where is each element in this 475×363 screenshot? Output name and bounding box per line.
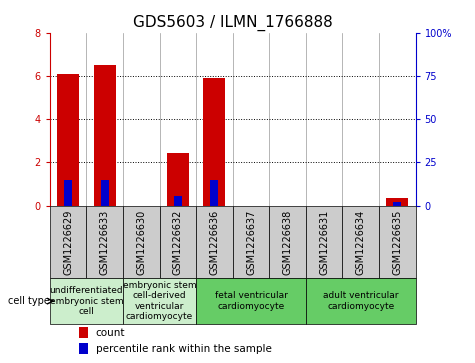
Text: count: count [95, 328, 125, 338]
Bar [101, 180, 109, 205]
Bar [306, 205, 342, 278]
Bar [174, 196, 182, 205]
Bar [50, 278, 123, 324]
Bar [196, 278, 306, 324]
Text: GSM1226634: GSM1226634 [356, 209, 366, 274]
Bar [269, 205, 306, 278]
Bar [167, 152, 189, 205]
Bar [306, 278, 416, 324]
Bar [57, 74, 79, 205]
Bar [233, 205, 269, 278]
Text: cell type: cell type [8, 296, 50, 306]
Bar [79, 327, 88, 338]
Text: adult ventricular
cardiomyocyte: adult ventricular cardiomyocyte [323, 291, 399, 311]
Text: GSM1226638: GSM1226638 [283, 209, 293, 274]
Bar [386, 198, 408, 205]
Bar [196, 205, 233, 278]
Text: GSM1226633: GSM1226633 [100, 209, 110, 274]
Bar [64, 180, 72, 205]
Bar [79, 343, 88, 354]
Title: GDS5603 / ILMN_1766888: GDS5603 / ILMN_1766888 [133, 15, 332, 31]
Text: GSM1226631: GSM1226631 [319, 209, 329, 274]
Bar [210, 180, 219, 205]
Text: GSM1226632: GSM1226632 [173, 209, 183, 275]
Bar [86, 205, 123, 278]
Bar [160, 205, 196, 278]
Bar [50, 205, 86, 278]
Text: GSM1226636: GSM1226636 [209, 209, 219, 274]
Text: undifferentiated
embryonic stem
cell: undifferentiated embryonic stem cell [49, 286, 123, 316]
Text: GSM1226630: GSM1226630 [136, 209, 146, 274]
Bar [393, 202, 401, 205]
Text: GSM1226637: GSM1226637 [246, 209, 256, 275]
Bar [379, 205, 416, 278]
Bar [123, 205, 160, 278]
Text: percentile rank within the sample: percentile rank within the sample [95, 344, 272, 354]
Text: GSM1226629: GSM1226629 [63, 209, 73, 275]
Text: GSM1226635: GSM1226635 [392, 209, 402, 275]
Bar [342, 205, 379, 278]
Bar [203, 78, 226, 205]
Bar [123, 278, 196, 324]
Text: fetal ventricular
cardiomyocyte: fetal ventricular cardiomyocyte [215, 291, 287, 311]
Bar [94, 65, 116, 205]
Text: embryonic stem
cell-derived
ventricular
cardiomyocyte: embryonic stem cell-derived ventricular … [123, 281, 197, 321]
